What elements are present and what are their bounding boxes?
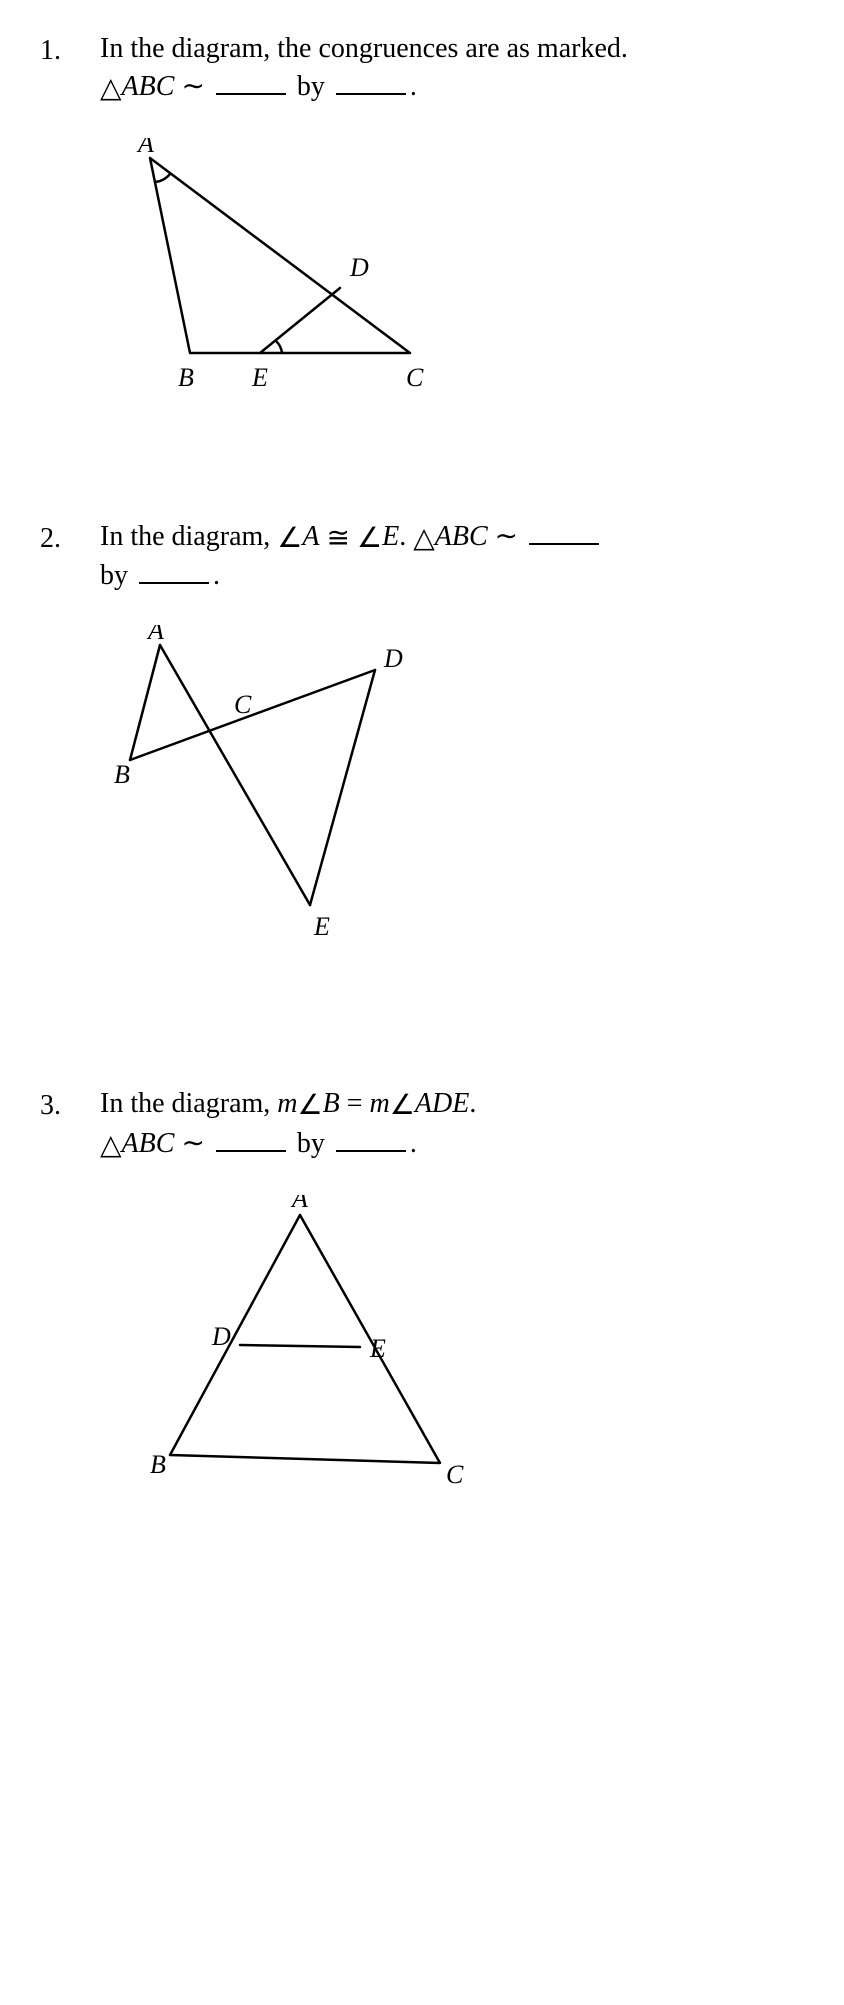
- svg-text:C: C: [406, 363, 424, 392]
- fill-blank[interactable]: [216, 1146, 286, 1152]
- text: In the diagram,: [100, 1088, 277, 1119]
- problem-3: 3. In the diagram, m∠B = m∠ADE. △ABC ∼ b…: [40, 1085, 804, 1495]
- svg-text:D: D: [383, 644, 403, 673]
- problem-statement: In the diagram, the congruences are as m…: [100, 30, 804, 108]
- svg-text:E: E: [313, 912, 330, 941]
- problem-statement: In the diagram, m∠B = m∠ADE. △ABC ∼ by .: [100, 1085, 804, 1165]
- problem-1: 1. In the diagram, the congruences are a…: [40, 30, 804, 398]
- text: by: [297, 1128, 332, 1159]
- worksheet-page: 1. In the diagram, the congruences are a…: [0, 0, 844, 1595]
- problem-statement: In the diagram, ∠A ≅ ∠E. △ABC ∼ by .: [100, 518, 804, 596]
- svg-text:B: B: [178, 363, 194, 392]
- problem-number: 3.: [40, 1085, 100, 1125]
- svg-text:B: B: [114, 760, 130, 789]
- fill-blank[interactable]: [529, 538, 599, 544]
- figure: A B E C D: [100, 138, 804, 398]
- angle-symbol: ∠: [298, 1090, 323, 1121]
- angle-label: ADE: [415, 1088, 469, 1119]
- figure: A B C D E: [130, 1195, 804, 1495]
- svg-text:A: A: [290, 1195, 308, 1213]
- measure-m: m: [370, 1088, 390, 1119]
- angle-label: E: [382, 521, 399, 552]
- svg-text:C: C: [446, 1460, 464, 1489]
- similar-symbol: ∼: [181, 1128, 204, 1159]
- triangle-symbol: △: [100, 1130, 122, 1161]
- problem-body: In the diagram, the congruences are as m…: [100, 30, 804, 398]
- triangle-symbol: △: [413, 523, 435, 554]
- measure-m: m: [277, 1088, 297, 1119]
- congruent-symbol: ≅: [327, 523, 350, 554]
- text: In the diagram,: [100, 521, 277, 552]
- angle-symbol: ∠: [390, 1090, 415, 1121]
- angle-symbol: ∠: [277, 523, 302, 554]
- svg-text:B: B: [150, 1450, 166, 1479]
- diagram-svg: A B C D E: [130, 1195, 490, 1495]
- svg-text:E: E: [369, 1334, 386, 1363]
- problem-2: 2. In the diagram, ∠A ≅ ∠E. △ABC ∼ by .: [40, 518, 804, 946]
- equals: =: [347, 1088, 370, 1119]
- text: In the diagram, the congruences are as m…: [100, 33, 628, 64]
- angle-label: B: [323, 1088, 340, 1119]
- similar-symbol: ∼: [495, 521, 518, 552]
- problem-number: 2.: [40, 518, 100, 558]
- triangle-label: ABC: [122, 71, 175, 102]
- triangle-label: ABC: [122, 1128, 175, 1159]
- svg-text:C: C: [234, 690, 252, 719]
- svg-text:A: A: [136, 138, 154, 158]
- svg-text:D: D: [211, 1322, 231, 1351]
- svg-text:A: A: [146, 625, 164, 645]
- figure: A B C D E: [100, 625, 804, 945]
- text: by: [297, 71, 332, 102]
- triangle-symbol: △: [100, 73, 122, 104]
- angle-symbol: ∠: [357, 523, 382, 554]
- text: .: [469, 1088, 476, 1119]
- problem-body: In the diagram, m∠B = m∠ADE. △ABC ∼ by .…: [100, 1085, 804, 1495]
- angle-label: A: [302, 521, 319, 552]
- text: .: [399, 521, 413, 552]
- svg-text:E: E: [251, 363, 268, 392]
- fill-blank[interactable]: [336, 89, 406, 95]
- fill-blank[interactable]: [139, 578, 209, 584]
- text: by: [100, 560, 135, 591]
- svg-text:D: D: [349, 253, 369, 282]
- fill-blank[interactable]: [216, 89, 286, 95]
- triangle-label: ABC: [435, 521, 488, 552]
- diagram-svg: A B C D E: [100, 625, 460, 945]
- similar-symbol: ∼: [181, 71, 204, 102]
- problem-number: 1.: [40, 30, 100, 70]
- diagram-svg: A B E C D: [100, 138, 460, 398]
- problem-body: In the diagram, ∠A ≅ ∠E. △ABC ∼ by . A: [100, 518, 804, 946]
- fill-blank[interactable]: [336, 1146, 406, 1152]
